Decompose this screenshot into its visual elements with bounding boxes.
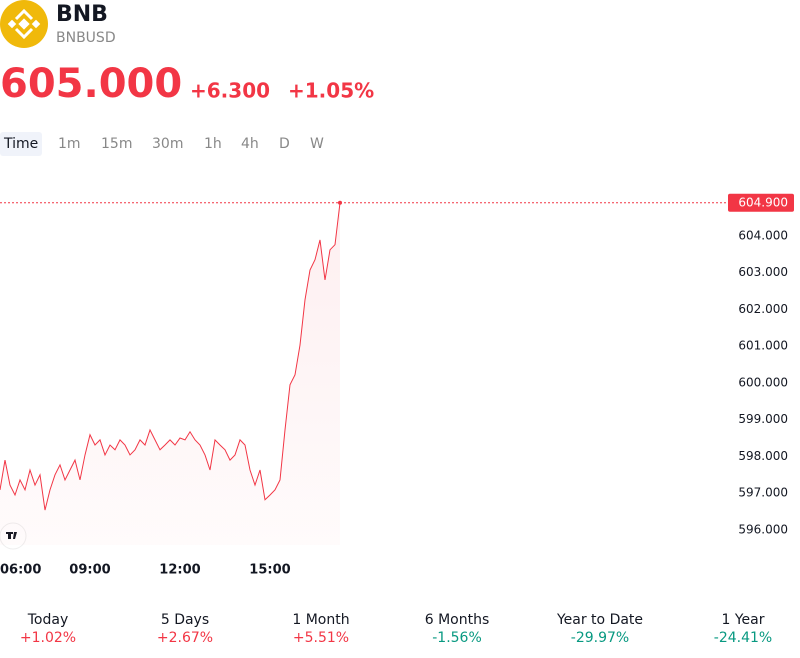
period-value: -1.56%: [432, 630, 482, 646]
ticker: BNBUSD: [56, 30, 116, 46]
period-value: -24.41%: [714, 630, 772, 646]
period-value: +5.51%: [293, 630, 349, 646]
y-tick-label: 601.000: [738, 339, 788, 353]
change: +6.300: [190, 79, 270, 103]
y-tick-label: 599.000: [738, 412, 788, 426]
tab[interactable]: 30m: [152, 136, 183, 152]
last-point: [338, 200, 342, 205]
tab-selected-bg: [0, 132, 42, 156]
tab[interactable]: D: [279, 136, 290, 152]
y-tick-label: 600.000: [738, 375, 788, 389]
y-tick-label: 604.000: [738, 228, 788, 242]
period-value: +2.67%: [157, 630, 213, 646]
area: [0, 202, 340, 545]
last-price-badge: [728, 193, 794, 212]
last-price-label: 604.900: [738, 195, 788, 209]
x-tick-label: 15:00: [249, 563, 290, 578]
symbol: BNB: [56, 2, 108, 27]
tab[interactable]: W: [310, 136, 324, 152]
y-tick-label: 598.000: [738, 449, 788, 463]
price: 605.000: [0, 61, 182, 107]
price-line: [0, 202, 341, 511]
period-value: +1.02%: [20, 630, 76, 646]
x-tick-label: 12:00: [159, 563, 200, 578]
period-label[interactable]: Year to Date: [556, 612, 643, 628]
tab[interactable]: 1m: [58, 136, 81, 152]
tab[interactable]: 15m: [101, 136, 132, 152]
y-tick-label: 602.000: [738, 302, 788, 316]
change-percent: +1.05%: [288, 79, 374, 103]
period-label[interactable]: 6 Months: [425, 612, 490, 628]
x-tick-label: 09:00: [69, 563, 110, 578]
tab[interactable]: Time: [3, 136, 38, 152]
coin-logo: [0, 0, 48, 48]
period-label[interactable]: 1 Month: [292, 612, 349, 628]
y-tick-label: 597.000: [738, 486, 788, 500]
y-tick-label: 596.000: [738, 522, 788, 536]
period-label[interactable]: 5 Days: [161, 612, 209, 628]
tab[interactable]: 4h: [241, 136, 259, 152]
period-label[interactable]: 1 Year: [722, 612, 765, 628]
period-value: -29.97%: [571, 630, 629, 646]
tab[interactable]: 1h: [204, 136, 222, 152]
y-tick-label: 603.000: [738, 265, 788, 279]
x-tick-label: 06:00: [0, 563, 41, 578]
period-label[interactable]: Today: [27, 612, 69, 628]
